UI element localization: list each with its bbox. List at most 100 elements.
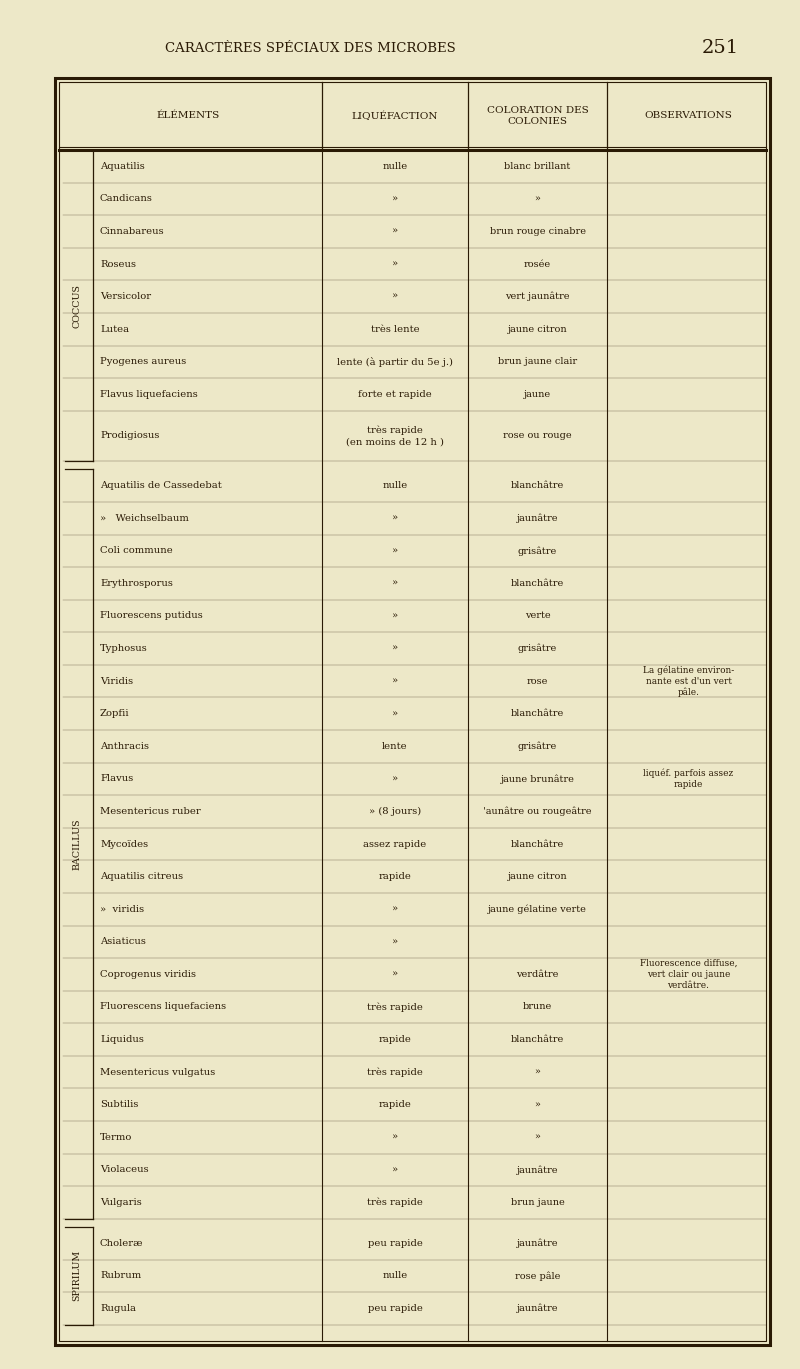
Text: grisâtre: grisâtre <box>518 546 557 556</box>
Text: blanchâtre: blanchâtre <box>511 839 564 849</box>
Text: Anthracis: Anthracis <box>100 742 149 750</box>
Text: »: » <box>534 1132 541 1142</box>
Text: rapide: rapide <box>378 1035 411 1045</box>
Text: grisâtre: grisâtre <box>518 643 557 653</box>
Text: COCCUS: COCCUS <box>73 283 82 327</box>
Text: nulle: nulle <box>382 481 408 490</box>
Text: »: » <box>392 969 398 979</box>
Text: Flavus liquefaciens: Flavus liquefaciens <box>100 390 198 398</box>
Text: jaune gélatine verte: jaune gélatine verte <box>488 905 587 914</box>
Text: »: » <box>392 709 398 719</box>
Text: jaunâtre: jaunâtre <box>517 513 558 523</box>
Text: »: » <box>392 260 398 268</box>
Text: forte et rapide: forte et rapide <box>358 390 432 398</box>
Text: »: » <box>392 546 398 556</box>
Text: SPIRILUM: SPIRILUM <box>73 1250 82 1302</box>
Text: CARACTÈRES SPÉCIAUX DES MICROBES: CARACTÈRES SPÉCIAUX DES MICROBES <box>165 41 455 55</box>
Text: »: » <box>392 775 398 783</box>
Text: Coprogenus viridis: Coprogenus viridis <box>100 969 196 979</box>
Text: Pyogenes aureus: Pyogenes aureus <box>100 357 186 367</box>
Text: »: » <box>392 579 398 587</box>
Text: rapide: rapide <box>378 1101 411 1109</box>
Text: 'aunâtre ou rougeâtre: 'aunâtre ou rougeâtre <box>483 806 592 816</box>
Text: »: » <box>392 643 398 653</box>
Bar <box>55 78 770 1344</box>
Text: rose: rose <box>527 676 548 686</box>
Text: peu rapide: peu rapide <box>367 1303 422 1313</box>
Text: très lente: très lente <box>370 324 419 334</box>
Text: lente (à partir du 5e j.): lente (à partir du 5e j.) <box>337 357 453 367</box>
Text: jaunâtre: jaunâtre <box>517 1303 558 1313</box>
Text: peu rapide: peu rapide <box>367 1239 422 1247</box>
Text: » (8 jours): » (8 jours) <box>369 806 421 816</box>
Text: Violaceus: Violaceus <box>100 1165 149 1175</box>
Text: Versicolor: Versicolor <box>100 292 151 301</box>
Text: »: » <box>534 1068 541 1076</box>
Text: blanchâtre: blanchâtre <box>511 481 564 490</box>
Text: BACILLUS: BACILLUS <box>73 819 82 869</box>
Text: »: » <box>392 292 398 301</box>
Text: jaune: jaune <box>524 390 551 398</box>
Text: verte: verte <box>525 612 550 620</box>
Text: blanchâtre: blanchâtre <box>511 579 564 587</box>
Text: Fluorescence diffuse,
vert clair ou jaune
verdâtre.: Fluorescence diffuse, vert clair ou jaun… <box>640 960 738 990</box>
Text: brun rouge cinabre: brun rouge cinabre <box>490 227 586 235</box>
Text: grisâtre: grisâtre <box>518 742 557 752</box>
Text: brune: brune <box>523 1002 552 1012</box>
Text: très rapide: très rapide <box>367 1068 423 1077</box>
Text: Flavus: Flavus <box>100 775 134 783</box>
Text: blanchâtre: blanchâtre <box>511 1035 564 1045</box>
Text: »: » <box>392 1132 398 1142</box>
Text: »: » <box>392 905 398 913</box>
Text: rose ou rouge: rose ou rouge <box>503 431 572 441</box>
Text: »: » <box>392 1165 398 1175</box>
Text: »: » <box>392 194 398 204</box>
Text: »: » <box>392 612 398 620</box>
Text: Typhosus: Typhosus <box>100 643 148 653</box>
Text: rose pâle: rose pâle <box>515 1270 560 1280</box>
Text: »: » <box>534 1101 541 1109</box>
Text: Aquatilis: Aquatilis <box>100 162 145 171</box>
Text: OBSERVATIONS: OBSERVATIONS <box>645 111 733 120</box>
Text: vert jaunâtre: vert jaunâtre <box>506 292 570 301</box>
Text: assez rapide: assez rapide <box>363 839 426 849</box>
Text: très rapide: très rapide <box>367 1002 423 1012</box>
Text: Rubrum: Rubrum <box>100 1272 142 1280</box>
Text: Vulgaris: Vulgaris <box>100 1198 142 1207</box>
Text: Fluorescens liquefaciens: Fluorescens liquefaciens <box>100 1002 226 1012</box>
Text: Mesentericus vulgatus: Mesentericus vulgatus <box>100 1068 215 1076</box>
Text: très rapide
(en moins de 12 h ): très rapide (en moins de 12 h ) <box>346 426 444 446</box>
Text: blanc brillant: blanc brillant <box>504 162 570 171</box>
Text: »: » <box>392 938 398 946</box>
Text: Prodigiosus: Prodigiosus <box>100 431 159 441</box>
Text: Mesentericus ruber: Mesentericus ruber <box>100 806 201 816</box>
Text: Viridis: Viridis <box>100 676 133 686</box>
Text: ÉLÉMENTS: ÉLÉMENTS <box>157 111 220 120</box>
Text: rapide: rapide <box>378 872 411 882</box>
Text: Roseus: Roseus <box>100 260 136 268</box>
Text: Subtilis: Subtilis <box>100 1101 138 1109</box>
Text: nulle: nulle <box>382 162 408 171</box>
Text: nulle: nulle <box>382 1272 408 1280</box>
Text: Liquidus: Liquidus <box>100 1035 144 1045</box>
Text: Erythrosporus: Erythrosporus <box>100 579 173 587</box>
Text: »: » <box>534 194 541 204</box>
Text: jaunâtre: jaunâtre <box>517 1239 558 1249</box>
Bar <box>59 82 766 1342</box>
Text: brun jaune: brun jaune <box>510 1198 564 1207</box>
Text: Zopfii: Zopfii <box>100 709 130 719</box>
Text: très rapide: très rapide <box>367 1198 423 1207</box>
Text: jaune citron: jaune citron <box>508 872 567 882</box>
Text: rosée: rosée <box>524 260 551 268</box>
Text: COLORATION DES
COLONIES: COLORATION DES COLONIES <box>486 105 588 126</box>
Text: jaune citron: jaune citron <box>508 324 567 334</box>
Text: verdâtre: verdâtre <box>516 969 558 979</box>
Text: »: » <box>392 227 398 235</box>
Text: Asiaticus: Asiaticus <box>100 938 146 946</box>
Text: »  viridis: » viridis <box>100 905 144 913</box>
Text: Termo: Termo <box>100 1132 132 1142</box>
Text: »: » <box>392 513 398 523</box>
Text: Aquatilis de Cassedebat: Aquatilis de Cassedebat <box>100 481 222 490</box>
Text: Aquatilis citreus: Aquatilis citreus <box>100 872 183 882</box>
Text: Rugula: Rugula <box>100 1303 136 1313</box>
